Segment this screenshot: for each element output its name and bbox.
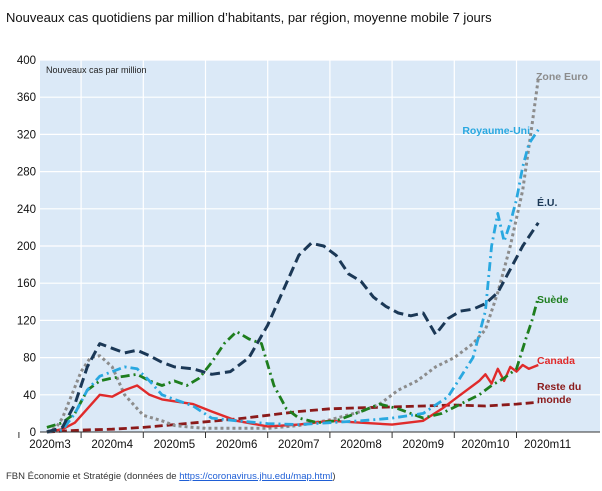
y-tick-label: 400 xyxy=(17,55,36,67)
source-prefix: FBN Économie et Stratégie (données de xyxy=(6,471,180,482)
series-label-canada: Canada xyxy=(537,355,575,367)
y-tick-label: 320 xyxy=(17,129,36,141)
x-tick-label: 2020m5 xyxy=(154,439,196,451)
source-link[interactable]: https://coronavirus.jhu.edu/map.html xyxy=(179,471,333,482)
y-tick-label: 280 xyxy=(17,167,36,179)
series-label-suede: Suède xyxy=(537,294,569,306)
series-label-eu: É.U. xyxy=(537,196,558,209)
series-line-suede xyxy=(46,296,540,429)
y-tick-label: 40 xyxy=(23,390,36,402)
x-tick-label: 2020m6 xyxy=(216,439,258,451)
chart-title: Nouveaux cas quotidiens par million d’ha… xyxy=(6,10,492,25)
x-tick-label: 2020m11 xyxy=(524,439,571,451)
series-lines xyxy=(46,78,540,434)
x-tick-label: 2020m9 xyxy=(402,439,444,451)
x-tick-label: 2020m8 xyxy=(340,439,382,451)
y-tick-label: 0 xyxy=(30,427,36,439)
y-axis-label: Nouveaux cas par million xyxy=(46,65,147,75)
y-tick-label: 240 xyxy=(17,204,36,216)
source-note: FBN Économie et Stratégie (données de ht… xyxy=(6,471,336,482)
y-axis-ticks: 0 40 80 120 160 200 240 280 320 360 400 xyxy=(17,55,36,439)
series-labels: Zone Euro Royaume-Uni É.U. Suède Canada Reste… xyxy=(462,71,588,406)
series-line-royaume_uni xyxy=(46,129,540,434)
x-tick-label: 2020m4 xyxy=(91,439,133,451)
y-tick-label: 160 xyxy=(17,278,36,290)
series-label-zone_euro: Zone Euro xyxy=(536,71,588,83)
x-tick-label: 2020m10 xyxy=(461,439,509,451)
y-tick-label: 80 xyxy=(23,353,36,365)
series-label-reste: monde xyxy=(537,394,572,406)
series-label-reste: Reste du xyxy=(537,381,581,393)
series-line-reste xyxy=(46,400,539,434)
source-suffix: ) xyxy=(332,471,336,482)
y-tick-label: 200 xyxy=(17,241,36,253)
x-axis-ticks: 2020m3 2020m4 2020m5 2020m6 2020m7 2020m8 2020… xyxy=(18,432,571,451)
y-tick-label: 360 xyxy=(17,92,36,104)
series-label-royaume_uni: Royaume-Uni xyxy=(462,125,530,137)
x-tick-label: 2020m7 xyxy=(278,439,320,451)
x-tick-label: 2020m3 xyxy=(29,439,71,451)
y-tick-label: 120 xyxy=(17,315,36,327)
